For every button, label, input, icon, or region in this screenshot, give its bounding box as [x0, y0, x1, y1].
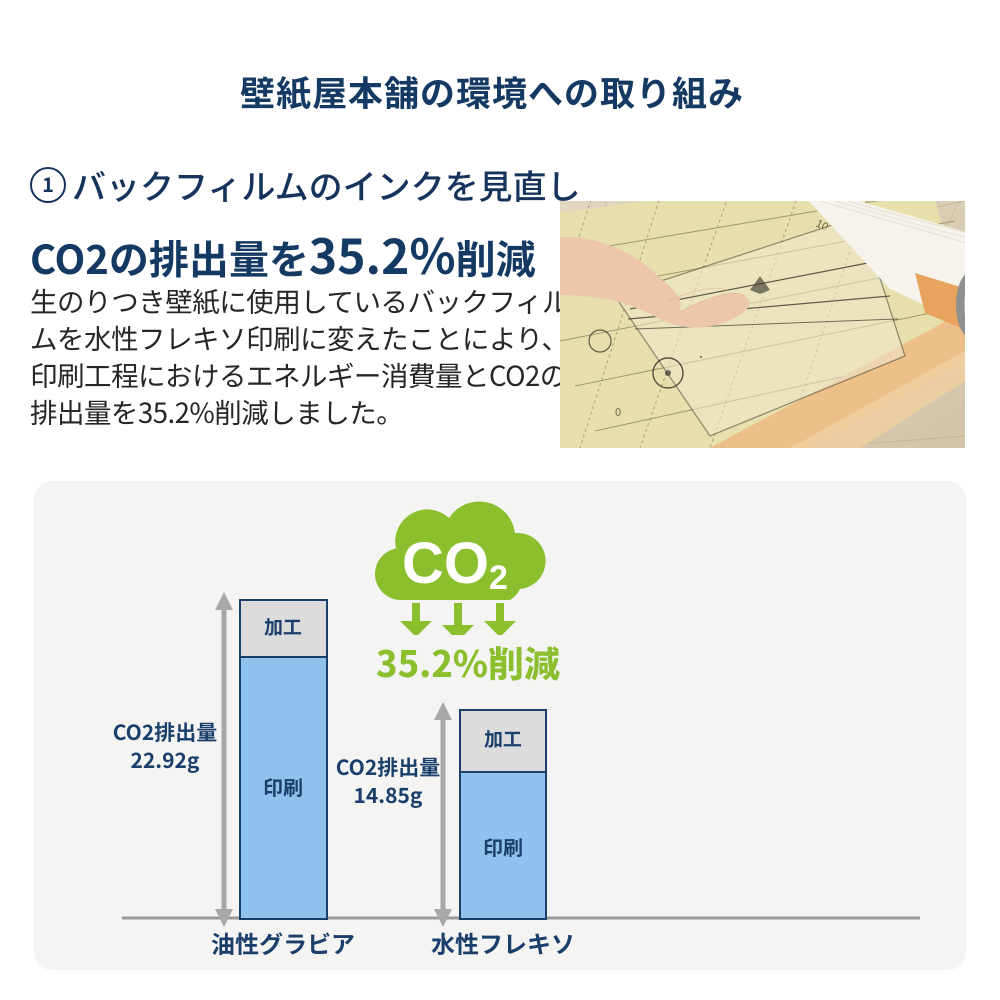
svg-text:印刷: 印刷 [263, 772, 303, 801]
svg-text:22.92g: 22.92g [131, 745, 200, 775]
svg-text:加工: 加工 [264, 613, 302, 640]
svg-text:14.85g: 14.85g [354, 780, 423, 810]
svg-text:印刷: 印刷 [483, 832, 523, 861]
svg-text:CO2排出量: CO2排出量 [113, 717, 217, 747]
svg-text:水性フレキソ: 水性フレキソ [431, 925, 575, 960]
svg-text:加工: 加工 [484, 725, 522, 752]
svg-text:油性グラビア: 油性グラビア [211, 925, 355, 960]
svg-text:CO2排出量: CO2排出量 [336, 752, 440, 782]
